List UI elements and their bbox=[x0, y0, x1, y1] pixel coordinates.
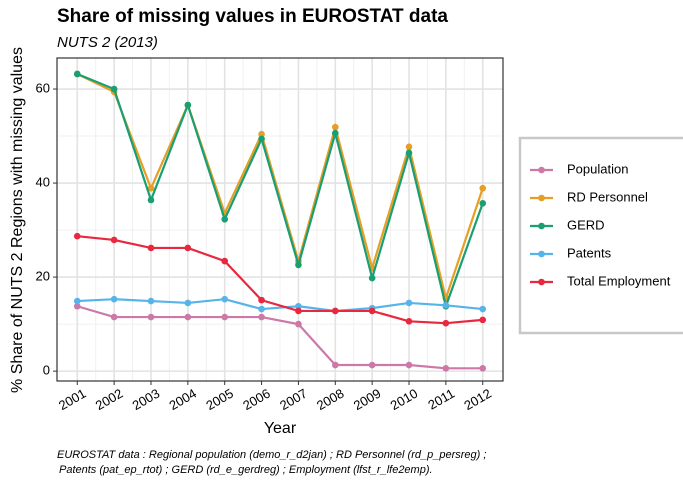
legend-swatch bbox=[538, 194, 545, 202]
point bbox=[405, 361, 413, 369]
point bbox=[479, 365, 487, 372]
y-tick-label: 40 bbox=[36, 175, 50, 190]
point bbox=[331, 123, 339, 131]
x-tick-label: 2010 bbox=[388, 386, 421, 413]
point bbox=[147, 297, 155, 305]
y-tick-label: 0 bbox=[43, 363, 50, 378]
x-tick-label: 2007 bbox=[277, 386, 310, 413]
point bbox=[73, 70, 81, 78]
chart-subtitle: NUTS 2 (2013) bbox=[57, 34, 158, 51]
point bbox=[442, 302, 450, 309]
point bbox=[405, 143, 413, 151]
x-axis-label: Year bbox=[264, 420, 297, 437]
legend-label: Total Employment bbox=[567, 273, 671, 288]
point bbox=[258, 305, 265, 313]
point bbox=[110, 313, 118, 321]
point bbox=[331, 129, 339, 137]
legend-swatch bbox=[538, 278, 545, 286]
point bbox=[147, 244, 155, 252]
caption: Patents (pat_ep_rtot) ; GERD (rd_e_gerdr… bbox=[59, 464, 433, 476]
x-tick-label: 2009 bbox=[351, 386, 384, 413]
plot-border bbox=[56, 57, 504, 382]
point bbox=[295, 302, 302, 310]
point bbox=[147, 313, 155, 321]
point bbox=[368, 307, 376, 315]
point bbox=[110, 85, 118, 93]
point bbox=[110, 295, 118, 303]
point bbox=[479, 184, 487, 192]
point bbox=[368, 361, 376, 369]
point bbox=[442, 319, 450, 327]
point bbox=[221, 295, 229, 303]
legend-label: RD Personnel bbox=[567, 189, 648, 204]
x-tick-label: 2011 bbox=[425, 386, 457, 413]
legend-label: Patents bbox=[567, 245, 612, 260]
point bbox=[295, 320, 302, 328]
series-line bbox=[76, 305, 483, 370]
point bbox=[442, 365, 450, 372]
point bbox=[405, 317, 413, 325]
point bbox=[184, 101, 192, 109]
point bbox=[73, 302, 81, 310]
x-tick-label: 2008 bbox=[314, 386, 347, 413]
point bbox=[479, 199, 487, 207]
point bbox=[258, 130, 265, 138]
series-line bbox=[76, 72, 484, 311]
point bbox=[184, 299, 192, 307]
point bbox=[295, 261, 302, 269]
series-line bbox=[77, 235, 483, 325]
legend-label: Population bbox=[567, 161, 628, 176]
legend-label: GERD bbox=[567, 217, 605, 232]
x-tick-label: 2012 bbox=[461, 386, 494, 413]
legend-swatch bbox=[538, 222, 545, 230]
point bbox=[221, 313, 229, 321]
y-tick-label: 20 bbox=[36, 269, 50, 284]
x-tick-label: 2001 bbox=[56, 386, 89, 413]
y-tick-label: 60 bbox=[36, 80, 50, 95]
point bbox=[258, 296, 265, 304]
chart-title: Share of missing values in EUROSTAT data bbox=[57, 6, 448, 27]
point bbox=[73, 297, 81, 305]
x-tick-label: 2003 bbox=[130, 386, 163, 413]
point bbox=[295, 307, 302, 315]
legend-swatch bbox=[538, 250, 545, 258]
point bbox=[110, 236, 118, 244]
point bbox=[221, 215, 229, 223]
series-line bbox=[76, 72, 484, 303]
point bbox=[331, 361, 339, 369]
point bbox=[479, 305, 487, 313]
point bbox=[147, 184, 155, 192]
x-tick-label: 2006 bbox=[240, 386, 273, 413]
x-tick-label: 2004 bbox=[167, 386, 200, 413]
point bbox=[405, 149, 413, 157]
series-line bbox=[77, 298, 483, 313]
point bbox=[479, 316, 487, 324]
x-tick-label: 2002 bbox=[93, 386, 126, 413]
point bbox=[184, 313, 192, 321]
point bbox=[73, 232, 81, 240]
x-tick-label: 2005 bbox=[203, 386, 236, 413]
point bbox=[258, 313, 265, 321]
legend-swatch bbox=[538, 166, 545, 174]
point bbox=[331, 307, 339, 315]
y-axis-label: % Share of NUTS 2 Regions with missing v… bbox=[9, 47, 26, 393]
point bbox=[221, 257, 229, 265]
point bbox=[147, 196, 155, 204]
point bbox=[405, 299, 413, 307]
point bbox=[258, 135, 265, 143]
point bbox=[368, 274, 376, 282]
caption: EUROSTAT data : Regional population (dem… bbox=[57, 449, 486, 461]
point bbox=[184, 244, 192, 252]
